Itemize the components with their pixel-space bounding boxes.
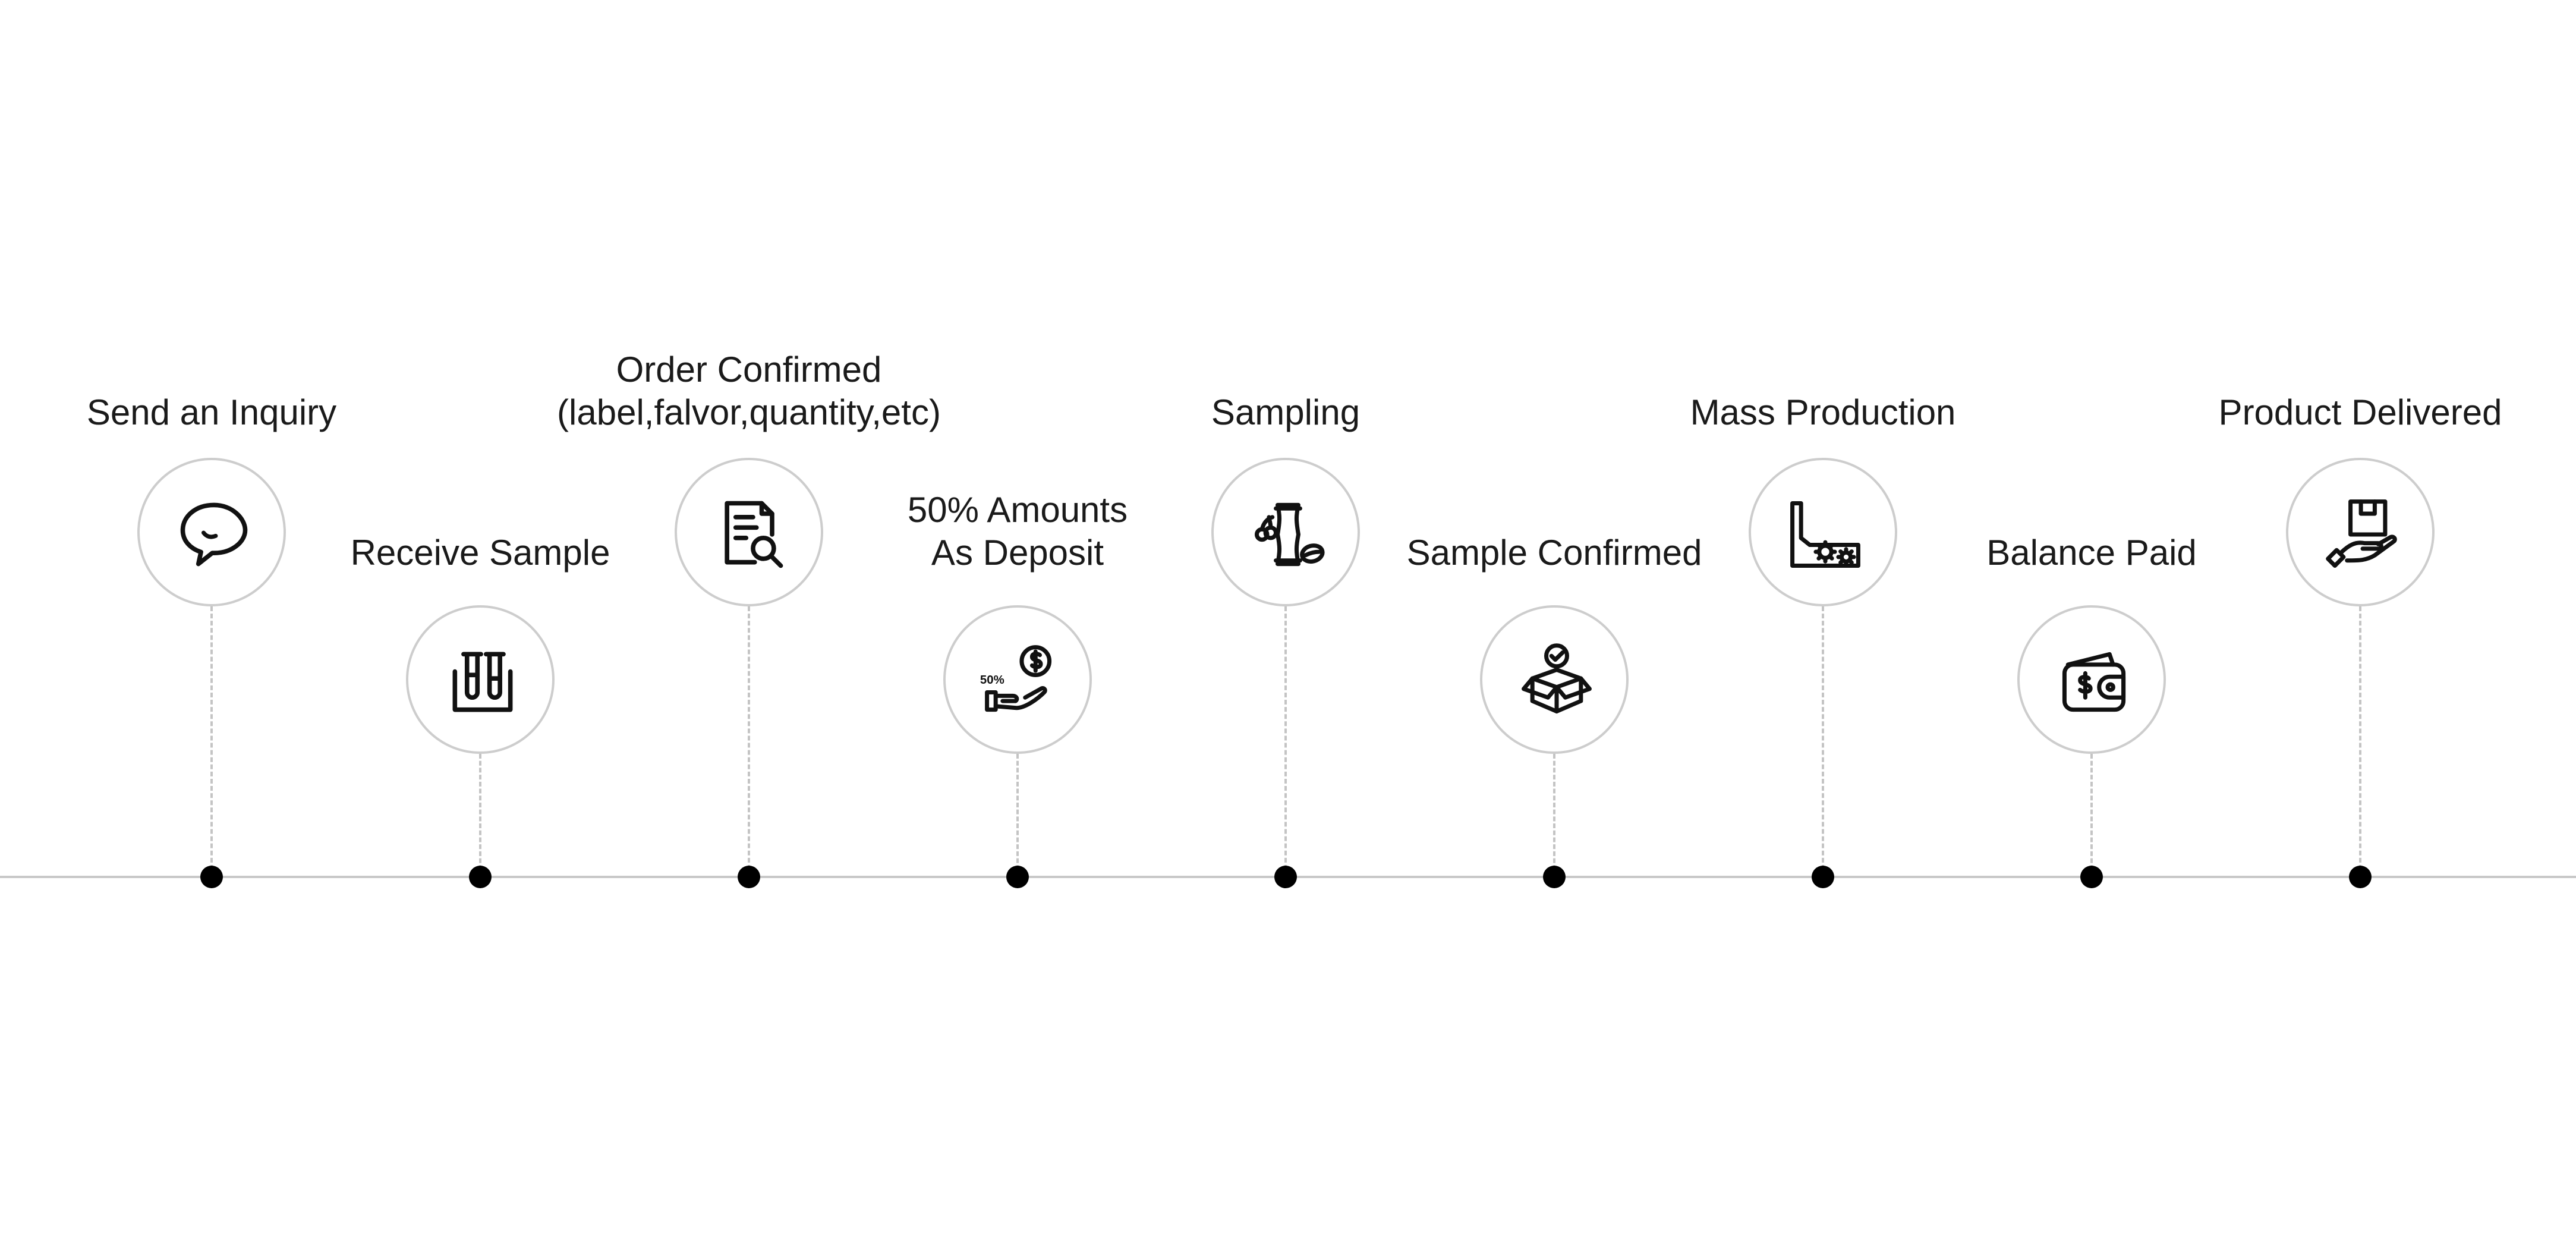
step-label: Send an Inquiry: [0, 391, 426, 434]
timeline-dot: [1543, 866, 1566, 888]
step-icon-circle: [406, 605, 555, 754]
step-label: Mass Production: [1609, 391, 2037, 434]
step-icon-circle: [1211, 458, 1360, 606]
step-connector: [1284, 606, 1287, 877]
step-label: Order Confirmed (label,falvor,quantity,et…: [535, 348, 963, 434]
step-icon-circle: 50%: [943, 605, 1092, 754]
step-label: Product Delivered: [2146, 391, 2574, 434]
step-label: 50% Amounts As Deposit: [804, 489, 1232, 574]
timeline-dot: [1812, 866, 1834, 888]
step-connector: [1553, 754, 1555, 877]
step-icon-circle: [137, 458, 286, 606]
timeline-dot: [469, 866, 492, 888]
timeline-dot: [200, 866, 223, 888]
step-label-line: Mass Production: [1690, 392, 1956, 432]
timeline-dot: [2080, 866, 2103, 888]
step-label-line: Sampling: [1211, 392, 1361, 432]
step-label: Balance Paid: [1878, 532, 2306, 574]
step-label: Receive Sample: [266, 532, 694, 574]
step-label-line: Balance Paid: [1986, 533, 2197, 573]
step-label-line: Send an Inquiry: [86, 392, 337, 432]
step-icon-circle: [1480, 605, 1629, 754]
step-label-line: Order Confirmed: [616, 350, 882, 389]
step-connector: [210, 606, 213, 877]
step-connector: [2090, 754, 2093, 877]
timeline-dot: [738, 866, 760, 888]
step-connector: [1016, 754, 1019, 877]
icon-percent-label: 50%: [980, 674, 1004, 687]
timeline-dot: [1006, 866, 1029, 888]
step-icon-circle: [675, 458, 823, 606]
step-label-line: Product Delivered: [2218, 392, 2502, 432]
timeline-dot: [2349, 866, 2372, 888]
step-connector: [479, 754, 481, 877]
step-icon-circle: [1749, 458, 1897, 606]
step-label-line: As Deposit: [931, 533, 1104, 573]
step-label: Sampling: [1072, 391, 1500, 434]
step-label-line: 50% Amounts: [907, 490, 1128, 530]
step-label-line: Receive Sample: [350, 533, 610, 573]
step-icon-circle: [2017, 605, 2166, 754]
timeline-dot: [1274, 866, 1297, 888]
step-label: Sample Confirmed: [1340, 532, 1768, 574]
step-connector: [2359, 606, 2361, 877]
step-icon-circle: [2286, 458, 2435, 606]
step-connector: [1822, 606, 1824, 877]
step-label-line: (label,falvor,quantity,etc): [557, 392, 941, 432]
step-connector: [748, 606, 750, 877]
step-label-line: Sample Confirmed: [1406, 533, 1702, 573]
